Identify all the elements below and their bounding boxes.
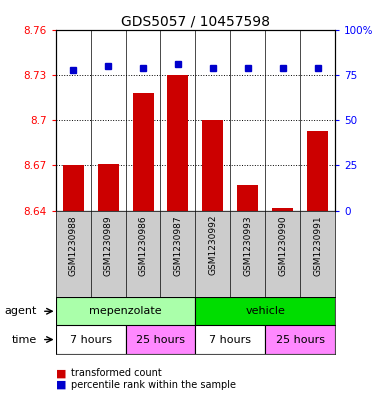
Bar xyxy=(265,325,335,354)
Text: percentile rank within the sample: percentile rank within the sample xyxy=(71,380,236,390)
Bar xyxy=(56,325,126,354)
Text: GSM1230990: GSM1230990 xyxy=(278,215,287,275)
Text: GSM1230987: GSM1230987 xyxy=(173,215,182,275)
Bar xyxy=(307,131,328,211)
Bar xyxy=(132,93,154,211)
Bar xyxy=(98,164,119,211)
Text: 25 hours: 25 hours xyxy=(136,334,185,345)
Text: GSM1230992: GSM1230992 xyxy=(208,215,218,275)
Text: ■: ■ xyxy=(56,368,66,378)
Text: GSM1230991: GSM1230991 xyxy=(313,215,322,275)
Text: GSM1230989: GSM1230989 xyxy=(104,215,113,275)
Text: 7 hours: 7 hours xyxy=(70,334,112,345)
Bar xyxy=(167,75,188,211)
Text: time: time xyxy=(12,334,37,345)
Bar xyxy=(203,120,223,211)
Text: GSM1230993: GSM1230993 xyxy=(243,215,252,275)
Text: mepenzolate: mepenzolate xyxy=(89,306,162,316)
Title: GDS5057 / 10457598: GDS5057 / 10457598 xyxy=(121,15,270,29)
Text: vehicle: vehicle xyxy=(245,306,285,316)
Bar xyxy=(195,297,335,325)
Bar xyxy=(63,165,84,211)
Text: ■: ■ xyxy=(56,380,66,390)
Text: 25 hours: 25 hours xyxy=(276,334,325,345)
Bar xyxy=(272,208,293,211)
Text: GSM1230988: GSM1230988 xyxy=(69,215,78,275)
Text: GSM1230986: GSM1230986 xyxy=(139,215,147,275)
Text: transformed count: transformed count xyxy=(71,368,162,378)
Bar xyxy=(56,297,195,325)
Text: 7 hours: 7 hours xyxy=(209,334,251,345)
Bar xyxy=(126,325,195,354)
Text: agent: agent xyxy=(4,306,37,316)
Bar xyxy=(237,185,258,211)
Bar xyxy=(195,325,265,354)
